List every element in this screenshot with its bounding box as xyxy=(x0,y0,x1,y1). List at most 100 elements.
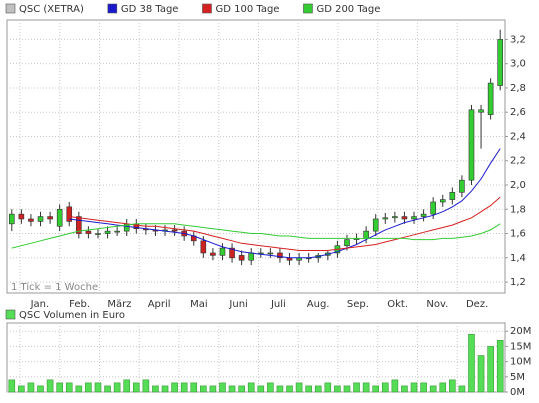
legend-label: QSC Volumen in Euro xyxy=(19,310,125,321)
volume-bar xyxy=(391,379,399,393)
volume-bar xyxy=(228,385,236,393)
y-tick-label: 2,8 xyxy=(510,83,526,94)
volume-bar xyxy=(362,382,370,393)
x-tick-label: März xyxy=(107,299,131,310)
volume-bar xyxy=(276,385,284,393)
volume-bar xyxy=(286,385,293,393)
x-tick-label: Okt. xyxy=(387,299,408,310)
candle-body xyxy=(18,213,25,220)
candle-body xyxy=(104,230,111,234)
annotation: 1 Tick = 1 Woche xyxy=(11,282,98,293)
legend-label: GD 200 Tage xyxy=(316,4,380,15)
volume-bar xyxy=(372,385,380,393)
volume-bar xyxy=(247,382,255,393)
price-plot xyxy=(6,19,506,294)
candle-body xyxy=(382,217,389,220)
volume-bar xyxy=(496,340,504,393)
candle-body xyxy=(344,239,350,246)
y-tick-label: 1,4 xyxy=(510,253,526,264)
legend-swatch xyxy=(107,3,118,14)
candle-body xyxy=(449,191,456,200)
legend-swatch xyxy=(5,3,16,14)
volume-bar xyxy=(477,355,485,393)
candle-body xyxy=(229,247,235,259)
volume-bar xyxy=(314,385,322,393)
y-tick-label: 15M xyxy=(510,341,531,352)
volume-bar xyxy=(449,379,456,393)
volume-bar xyxy=(305,385,312,393)
volume-bar xyxy=(180,382,188,393)
legend-swatch xyxy=(202,3,212,14)
candle-body xyxy=(85,230,92,234)
candle-body xyxy=(248,252,255,261)
candle-body xyxy=(277,252,283,259)
candle-body xyxy=(200,240,207,254)
y-tick-label: 1,6 xyxy=(510,229,526,240)
volume-bar xyxy=(420,382,427,393)
candle-body xyxy=(487,82,494,115)
candle-body xyxy=(95,233,101,235)
volume-bar xyxy=(267,382,274,393)
candle-body xyxy=(411,216,417,220)
legend-swatch xyxy=(5,309,16,320)
volume-bar xyxy=(343,385,351,393)
volume-bar xyxy=(152,385,159,393)
volume-bar xyxy=(56,382,63,393)
candle-body xyxy=(28,218,34,222)
y-tick-label: 3,2 xyxy=(510,34,526,45)
y-tick-label: 1,8 xyxy=(510,204,526,215)
y-tick-label: 2,4 xyxy=(510,131,526,142)
moving-average-line xyxy=(69,196,501,251)
y-tick-label: 2,0 xyxy=(510,180,526,191)
x-tick-label: Dez. xyxy=(466,299,488,310)
y-tick-label: 0M xyxy=(510,387,525,398)
volume-bar xyxy=(75,385,83,393)
y-tick-label: 1,2 xyxy=(510,277,526,288)
volume-bar xyxy=(132,382,140,393)
x-tick-label: April xyxy=(148,299,171,310)
volume-bar xyxy=(295,382,303,393)
volume-bar xyxy=(123,379,131,393)
x-tick-label: Sep. xyxy=(347,299,369,310)
candle-body xyxy=(114,230,120,233)
volume-bar xyxy=(27,382,35,393)
volume-bar xyxy=(142,379,150,393)
volume-bar xyxy=(219,382,226,393)
candle-body xyxy=(210,252,216,256)
volume-bar xyxy=(46,379,54,393)
volume-bar xyxy=(65,382,73,393)
legend-label: GD 100 Tage xyxy=(215,4,279,15)
candle-body xyxy=(76,216,82,234)
x-tick-label: Mai xyxy=(190,299,208,310)
candle-body xyxy=(267,252,274,255)
volume-bar xyxy=(401,385,408,393)
volume-bar xyxy=(190,382,198,393)
legend-swatch xyxy=(303,3,313,14)
volume-bar xyxy=(257,385,265,393)
volume-bar xyxy=(113,382,121,393)
x-tick-label: Juni xyxy=(228,299,247,310)
volume-bar xyxy=(18,385,25,393)
volume-bar xyxy=(104,385,111,393)
candle-body xyxy=(420,213,427,217)
candle-body xyxy=(439,199,446,203)
candle-body xyxy=(8,213,15,225)
candle-body xyxy=(478,109,484,113)
volume-bar xyxy=(209,385,217,393)
x-tick-label: Feb. xyxy=(69,299,90,310)
volume-bar xyxy=(171,382,178,393)
candle-body xyxy=(66,206,73,222)
volume-bar xyxy=(439,382,447,393)
volume-bar xyxy=(200,385,207,393)
candle-body xyxy=(459,179,465,193)
legend-label: QSC (XETRA) xyxy=(19,4,84,15)
volume-bar xyxy=(487,346,494,393)
moving-average-line xyxy=(69,148,501,259)
candle-body xyxy=(171,229,178,232)
y-tick-label: 2,2 xyxy=(510,156,526,167)
volume-bar xyxy=(238,385,245,393)
candle-body xyxy=(401,216,408,220)
candle-body xyxy=(468,109,475,181)
x-tick-label: Juli xyxy=(270,299,286,310)
